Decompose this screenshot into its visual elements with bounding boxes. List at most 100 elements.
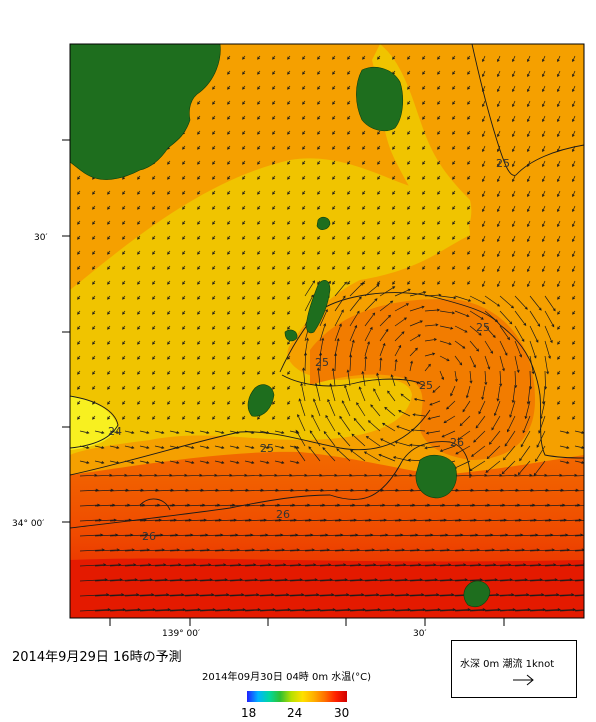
current-arrow bbox=[152, 250, 156, 255]
current-arrow bbox=[482, 130, 486, 138]
current-arrow bbox=[465, 385, 471, 399]
current-arrow bbox=[197, 385, 201, 390]
current-arrow bbox=[437, 250, 441, 255]
current-arrow bbox=[122, 295, 126, 300]
current-arrow bbox=[452, 70, 456, 75]
current-arrow bbox=[482, 70, 486, 78]
current-arrow bbox=[377, 130, 381, 135]
current-arrow bbox=[422, 205, 426, 210]
current-arrow bbox=[317, 160, 321, 165]
current-arrow bbox=[392, 190, 396, 195]
current-arrow bbox=[199, 430, 210, 434]
sea-hot-region bbox=[70, 558, 584, 618]
current-arrow bbox=[242, 85, 246, 90]
current-arrow bbox=[574, 490, 584, 492]
current-arrow bbox=[347, 235, 351, 240]
current-arrow bbox=[79, 430, 90, 434]
current-arrow bbox=[182, 325, 186, 330]
current-arrow bbox=[407, 100, 411, 105]
current-arrow bbox=[467, 250, 471, 255]
current-arrow bbox=[317, 130, 321, 135]
current-arrow bbox=[332, 265, 336, 270]
current-arrow bbox=[167, 175, 171, 180]
current-arrow bbox=[409, 334, 421, 342]
current-arrow bbox=[572, 160, 576, 168]
current-arrow bbox=[212, 325, 216, 330]
current-arrow bbox=[259, 445, 270, 449]
current-arrow bbox=[572, 130, 576, 138]
current-arrow bbox=[557, 400, 561, 405]
current-arrow bbox=[287, 265, 291, 270]
current-arrow bbox=[124, 445, 135, 449]
current-arrow bbox=[329, 383, 336, 402]
current-arrow bbox=[527, 85, 531, 93]
current-arrow bbox=[227, 55, 231, 60]
current-arrow bbox=[422, 115, 426, 120]
current-arrow bbox=[287, 295, 291, 300]
isotherm-25-south bbox=[70, 409, 431, 476]
current-arrow bbox=[154, 430, 165, 434]
current-arrow bbox=[437, 190, 441, 195]
current-arrow bbox=[152, 205, 156, 210]
current-arrow bbox=[212, 250, 216, 255]
current-arrow bbox=[332, 55, 336, 60]
current-arrow bbox=[509, 400, 516, 418]
current-arrow bbox=[467, 130, 471, 135]
current-arrow bbox=[184, 460, 195, 464]
current-arrow bbox=[287, 190, 291, 195]
current-arrow bbox=[452, 235, 456, 240]
current-arrow bbox=[77, 400, 81, 405]
current-arrow bbox=[242, 400, 246, 405]
current-arrow bbox=[542, 205, 546, 213]
current-arrow bbox=[212, 295, 216, 300]
current-arrow bbox=[332, 160, 336, 165]
current-arrow bbox=[512, 250, 516, 258]
isotherm-26-south bbox=[70, 441, 471, 529]
current-arrow bbox=[242, 280, 246, 285]
current-arrow bbox=[197, 370, 201, 375]
current-arrow bbox=[424, 308, 441, 312]
current-arrow bbox=[362, 250, 366, 255]
current-arrow bbox=[422, 280, 426, 285]
current-arrow bbox=[437, 145, 441, 150]
lat-label-30: 30′ bbox=[34, 233, 48, 243]
current-arrow bbox=[137, 235, 141, 240]
current-arrow bbox=[272, 220, 276, 225]
current-arrow bbox=[379, 314, 392, 327]
current-arrow bbox=[227, 190, 231, 195]
current-arrow bbox=[381, 422, 396, 432]
current-arrow bbox=[167, 355, 171, 360]
current-arrow bbox=[272, 160, 276, 165]
current-arrow bbox=[167, 310, 171, 315]
kozushima-island bbox=[247, 384, 275, 417]
current-arrow bbox=[527, 55, 531, 63]
current-arrow bbox=[467, 235, 471, 240]
current-arrow bbox=[574, 580, 584, 582]
current-arrow bbox=[182, 190, 186, 195]
current-arrow bbox=[319, 308, 328, 327]
current-arrow bbox=[394, 331, 405, 342]
current-arrow bbox=[407, 130, 411, 135]
isotherm-25-inner bbox=[281, 374, 421, 387]
current-arrow bbox=[334, 281, 347, 297]
current-arrow bbox=[182, 220, 186, 225]
current-arrow bbox=[242, 340, 246, 345]
current-arrow bbox=[107, 295, 111, 300]
current-arrow bbox=[441, 430, 456, 438]
current-arrow bbox=[242, 190, 246, 195]
current-arrow bbox=[257, 85, 261, 90]
current-arrow bbox=[287, 145, 291, 150]
current-arrow bbox=[107, 220, 111, 225]
current-arrow bbox=[227, 220, 231, 225]
current-arrow bbox=[363, 451, 381, 462]
current-arrow bbox=[572, 235, 576, 243]
current-arrow bbox=[439, 310, 456, 315]
current-arrow bbox=[572, 385, 576, 390]
current-arrow bbox=[422, 220, 426, 225]
current-arrow bbox=[574, 535, 584, 537]
current-arrow bbox=[527, 220, 531, 228]
current-arrow bbox=[574, 610, 584, 612]
current-arrow bbox=[167, 220, 171, 225]
current-arrow bbox=[422, 85, 426, 90]
current-arrow bbox=[437, 175, 441, 180]
